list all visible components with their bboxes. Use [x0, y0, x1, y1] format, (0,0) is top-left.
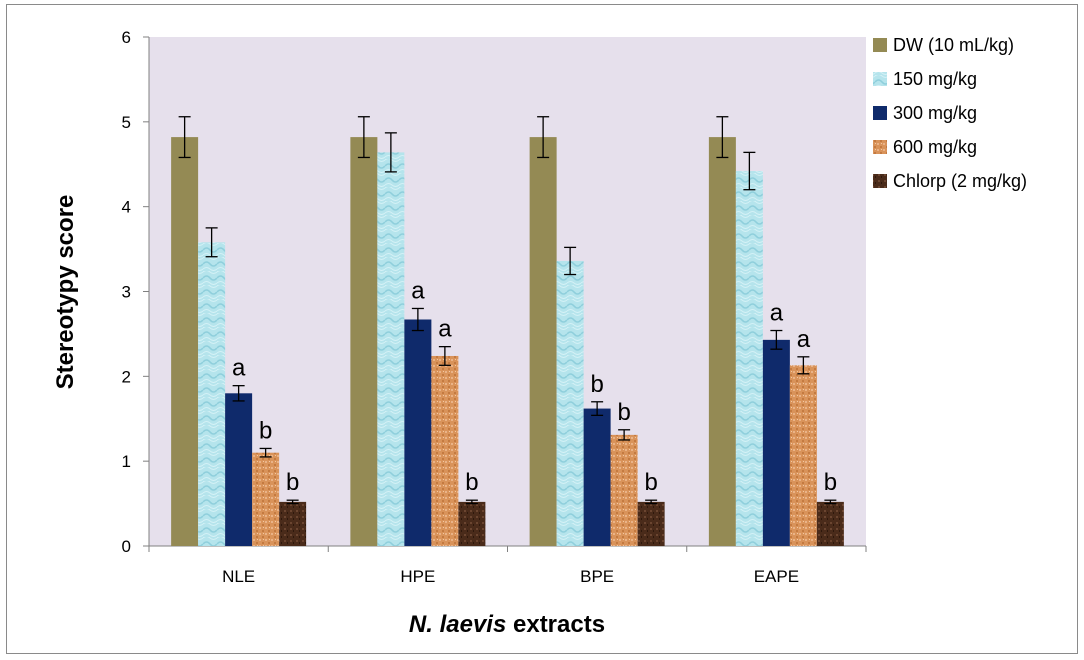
significance-label: a [797, 326, 811, 353]
significance-label: a [770, 300, 784, 327]
significance-label: a [438, 316, 452, 343]
legend-label: 150 mg/kg [893, 69, 977, 89]
y-tick-label: 5 [122, 113, 131, 132]
significance-label: b [617, 399, 630, 426]
y-tick-label: 0 [122, 537, 131, 556]
bar [431, 355, 459, 546]
bar [279, 501, 307, 546]
significance-label: b [259, 417, 272, 444]
bar [404, 319, 432, 546]
y-tick-label: 3 [122, 283, 131, 302]
bar [198, 242, 226, 546]
x-axis-title: N. laevis extracts [409, 611, 605, 638]
bar [762, 339, 790, 546]
bar [637, 501, 665, 546]
x-tick-label: BPE [580, 567, 614, 586]
legend-label: 600 mg/kg [893, 137, 977, 157]
bar [458, 501, 486, 546]
y-tick-label: 2 [122, 367, 131, 386]
bar [816, 501, 844, 546]
legend-swatch [873, 72, 887, 86]
bar [225, 393, 253, 546]
y-tick-label: 4 [122, 198, 131, 217]
bar [583, 408, 611, 546]
legend-label: 300 mg/kg [893, 103, 977, 123]
significance-label: a [232, 355, 246, 382]
bar [735, 171, 763, 546]
x-tick-label: HPE [400, 567, 435, 586]
x-axis-title-rest: extracts [506, 611, 605, 638]
bar [556, 260, 584, 546]
bar [377, 152, 405, 546]
bar [350, 137, 378, 546]
significance-label: b [286, 469, 299, 496]
bar [529, 137, 557, 546]
x-tick-label: NLE [222, 567, 255, 586]
x-axis-title-italic: N. laevis [409, 611, 506, 638]
bar [610, 434, 638, 546]
legend-label: DW (10 mL/kg) [893, 35, 1014, 55]
legend-swatch [873, 140, 887, 154]
significance-label: b [644, 469, 657, 496]
y-tick-label: 6 [122, 28, 131, 47]
legend-label: Chlorp (2 mg/kg) [893, 171, 1027, 191]
legend-swatch [873, 106, 887, 120]
significance-label: b [465, 469, 478, 496]
significance-label: b [590, 371, 603, 398]
bar [789, 365, 817, 546]
bar [171, 137, 199, 546]
y-axis-title: Stereotypy score [52, 195, 79, 390]
y-tick-label: 1 [122, 452, 131, 471]
x-tick-label: EAPE [754, 567, 799, 586]
legend-swatch [873, 38, 887, 52]
significance-label: a [411, 277, 425, 304]
bar [708, 137, 736, 546]
significance-label: b [824, 469, 837, 496]
bar [252, 452, 280, 546]
legend-swatch [873, 174, 887, 188]
